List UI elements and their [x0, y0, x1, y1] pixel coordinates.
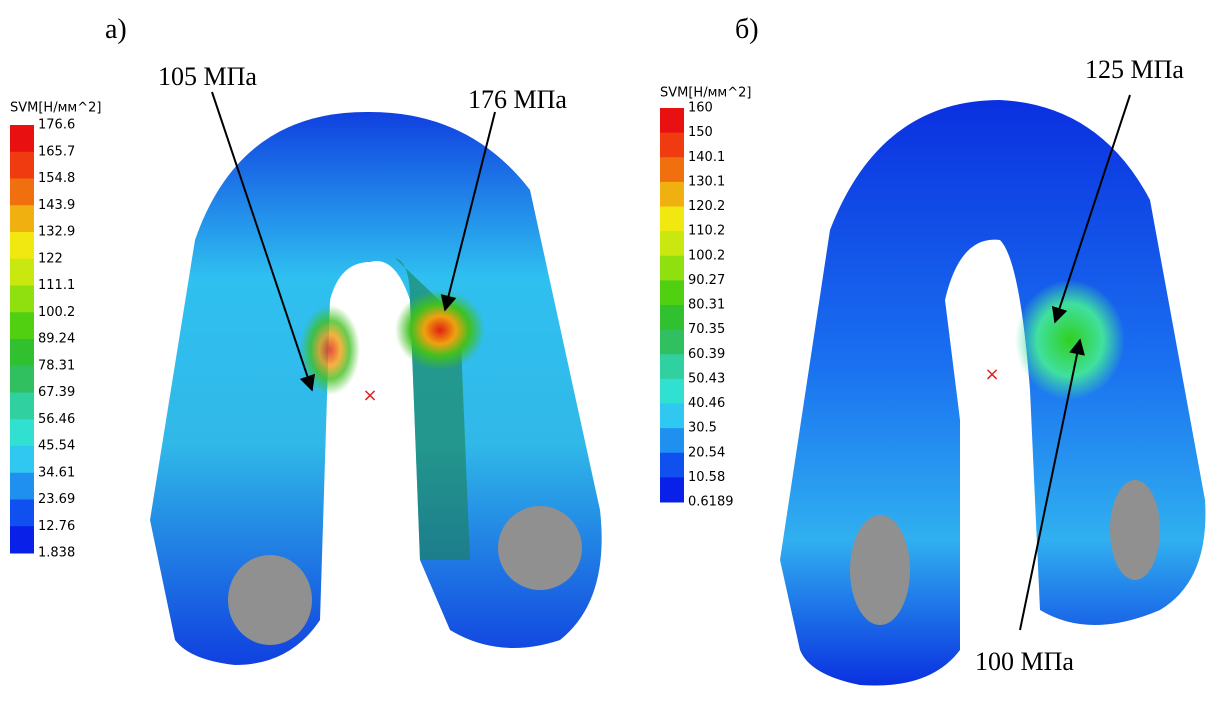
legend-swatch	[10, 152, 34, 179]
legend-swatch	[660, 354, 684, 379]
legend-swatch	[660, 453, 684, 478]
legend-swatch	[10, 339, 34, 366]
legend-label: 140.1	[688, 150, 725, 165]
legend-swatch	[660, 256, 684, 281]
legend-label: 143.9	[38, 198, 75, 213]
legend-swatch	[10, 312, 34, 339]
part-a: ×	[150, 112, 602, 665]
hole	[1110, 480, 1160, 580]
legend-label: 23.69	[38, 492, 75, 507]
legend-swatch	[10, 366, 34, 393]
legend-label: 90.27	[688, 273, 725, 288]
legend-label: 120.2	[688, 199, 725, 214]
annotation: 125 МПа	[1085, 55, 1184, 84]
legend-label: 20.54	[688, 445, 725, 460]
legend-swatch	[10, 125, 34, 152]
annotation: 105 МПа	[158, 62, 257, 91]
legend-swatch	[660, 280, 684, 305]
center-mark: ×	[984, 364, 999, 385]
legend-label: 80.31	[688, 298, 725, 313]
legend-label: 122	[38, 251, 63, 266]
center-mark: ×	[362, 385, 377, 406]
legend-title: SVM[Н/мм^2]	[10, 101, 101, 116]
legend-swatch	[660, 182, 684, 207]
legend-label: 10.58	[688, 470, 725, 485]
legend-label: 130.1	[688, 174, 725, 189]
legend-swatch	[10, 286, 34, 313]
legend-label: 111.1	[38, 278, 75, 293]
legend-swatch	[660, 133, 684, 158]
figure: × × а) б) 105 МПа 176 МПа 125 МПа 100 МП…	[0, 0, 1215, 704]
annotation: 176 МПа	[468, 85, 567, 114]
legend-swatch	[660, 379, 684, 404]
panel-label: б)	[735, 14, 759, 45]
legend-label: 40.46	[688, 396, 725, 411]
legend-label: 78.31	[38, 358, 75, 373]
legend-swatch	[10, 179, 34, 206]
legend-swatch	[660, 305, 684, 330]
legend-swatch	[10, 526, 34, 553]
legend-swatch	[10, 205, 34, 232]
hole	[850, 515, 910, 625]
legend-swatch	[660, 207, 684, 232]
legend-swatch	[660, 157, 684, 182]
legend-swatch	[10, 419, 34, 446]
legend-swatch	[660, 477, 684, 502]
legend-label: 0.6189	[688, 495, 734, 510]
legend-label: 150	[688, 125, 713, 140]
legend-swatch	[10, 473, 34, 500]
part-body	[780, 100, 1205, 686]
legend-label: 34.61	[38, 465, 75, 480]
legend-label: 165.7	[38, 144, 75, 159]
hole	[228, 555, 312, 645]
legend-label: 100.2	[688, 248, 725, 263]
legend-label: 60.39	[688, 347, 725, 362]
legend-label: 30.5	[688, 421, 717, 436]
legend-swatch	[660, 404, 684, 429]
legend-swatch	[10, 500, 34, 527]
legend-label: 160	[688, 101, 713, 116]
legend-label: 89.24	[38, 332, 75, 347]
legend-label: 176.6	[38, 118, 75, 133]
legend-swatch	[10, 393, 34, 420]
legend-title: SVM[Н/мм^2]	[660, 86, 751, 101]
stress-hotspot	[1015, 280, 1125, 400]
legend-label: 67.39	[38, 385, 75, 400]
legend-swatch	[660, 330, 684, 355]
legend-label: 100.2	[38, 305, 75, 320]
legend-swatch	[660, 231, 684, 256]
part-b: ×	[780, 100, 1205, 686]
legend-label: 56.46	[38, 412, 75, 427]
legend-label: 50.43	[688, 371, 725, 386]
legend-swatch	[660, 108, 684, 133]
legend-label: 110.2	[688, 224, 725, 239]
legend-label: 154.8	[38, 171, 75, 186]
legend-swatch	[660, 428, 684, 453]
hole	[498, 506, 582, 590]
annotation: 100 МПа	[975, 647, 1074, 676]
legend-label: 12.76	[38, 519, 75, 534]
stress-hotspot	[395, 290, 485, 370]
legend-swatch	[10, 259, 34, 286]
legend-label: 132.9	[38, 225, 75, 240]
legend-label: 70.35	[688, 322, 725, 337]
legend-swatch	[10, 446, 34, 473]
legend-swatch	[10, 232, 34, 259]
legend-label: 1.838	[38, 546, 75, 561]
legend-label: 45.54	[38, 439, 75, 454]
panel-label: а)	[105, 14, 127, 45]
